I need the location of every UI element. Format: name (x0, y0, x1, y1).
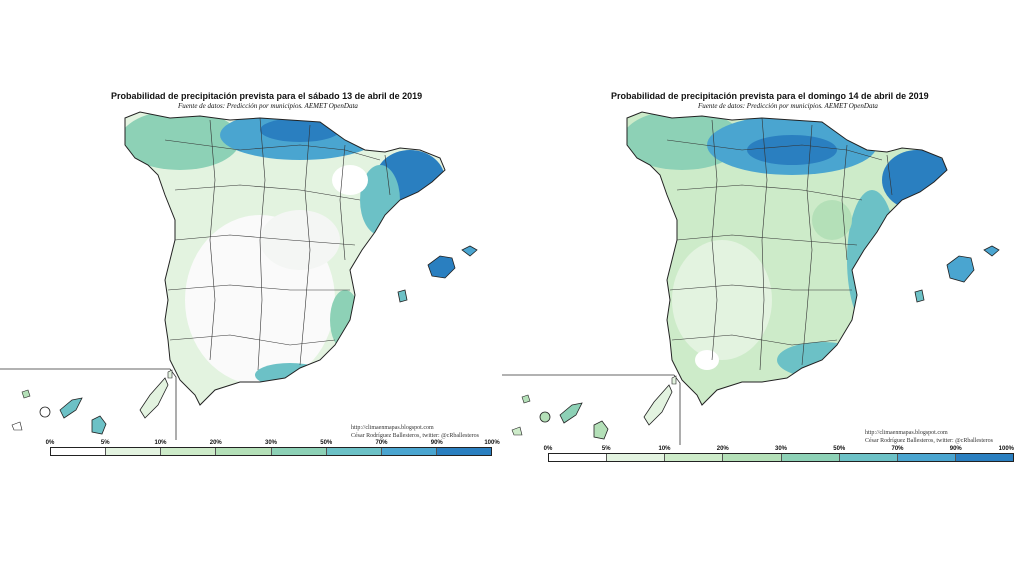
legend-swatch (216, 448, 272, 455)
legend-swatch (51, 448, 107, 455)
legend-swatch (326, 448, 382, 455)
legend-swatch (436, 448, 491, 455)
credit-author: César Rodríguez Ballesteros, twitter: @c… (865, 438, 993, 444)
legend-swatch (723, 454, 782, 461)
legend-label: 90% (949, 446, 962, 452)
canary-islands-inset (502, 374, 681, 445)
legend-label: 90% (430, 440, 443, 446)
legend-label: 70% (375, 440, 388, 446)
credit-url[interactable]: http://climaenmapas.blogspot.com (865, 430, 948, 436)
credit-author: César Rodríguez Ballesteros, twitter: @c… (351, 433, 479, 439)
legend-label: 30% (264, 440, 278, 446)
balearic-islands (914, 245, 1000, 303)
precipitation-map-saturday (0, 111, 478, 440)
legend-label: 0% (543, 446, 553, 452)
legend-swatch (665, 454, 724, 461)
legend-swatch (549, 454, 608, 461)
legend-swatch (607, 454, 666, 461)
legend-color-bar (548, 453, 1014, 462)
legend-swatch (161, 448, 217, 455)
legend-label: 50% (320, 440, 333, 446)
credit-url[interactable]: http://climaenmapas.blogspot.com (351, 425, 434, 431)
legend-swatch (781, 454, 840, 461)
map-source: Fuente de datos: Predicción por municipi… (698, 102, 878, 110)
precipitation-map-sunday (502, 111, 1000, 445)
map-title: Probabilidad de precipitación prevista p… (611, 91, 929, 101)
spain-landmass (626, 111, 948, 406)
legend-label: 100% (998, 446, 1014, 452)
legend-swatch (106, 448, 162, 455)
legend-label: 10% (154, 440, 167, 446)
legend-swatch (381, 448, 437, 455)
legend-swatch (271, 448, 327, 455)
map-panel-saturday: Probabilidad de precipitación prevista p… (0, 91, 500, 456)
legend-label: 100% (484, 440, 500, 446)
legend-label: 5% (100, 440, 110, 446)
balearic-islands (397, 245, 478, 303)
legend-label: 0% (45, 440, 55, 446)
legend-label: 30% (774, 446, 788, 452)
legend-label: 5% (601, 446, 611, 452)
legend-label: 20% (716, 446, 729, 452)
legend-swatch (955, 454, 1013, 461)
canary-islands-inset (0, 368, 177, 440)
legend-label: 10% (658, 446, 671, 452)
map-title: Probabilidad de precipitación prevista p… (111, 91, 423, 101)
legend-swatch (839, 454, 898, 461)
legend-label: 70% (891, 446, 904, 452)
map-panel-sunday: Probabilidad de precipitación prevista p… (502, 0, 1014, 576)
legend-color-bar (50, 447, 492, 456)
spain-landmass (124, 111, 446, 406)
legend-labels: 0% 5% 10% 20% 30% 50% 70% 90% 100% (544, 446, 1014, 454)
map-source: Fuente de datos: Predicción por municipi… (178, 102, 358, 110)
legend-label: 50% (833, 446, 846, 452)
legend-label: 20% (209, 440, 222, 446)
legend-swatch (897, 454, 956, 461)
legend-labels: 0% 5% 10% 20% 30% 50% 70% 90% 100% (46, 440, 500, 448)
